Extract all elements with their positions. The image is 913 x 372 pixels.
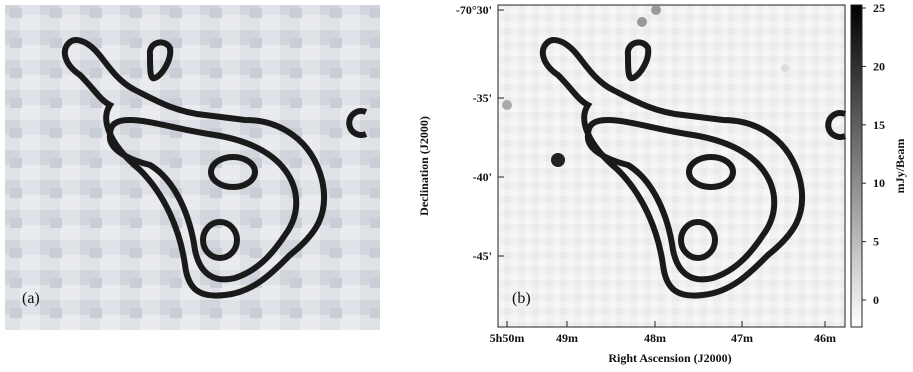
y-tick-label: -40' bbox=[473, 170, 492, 184]
colorbar bbox=[851, 5, 862, 327]
x-tick-label: 49m bbox=[556, 331, 578, 345]
colorbar-tick-label: 0 bbox=[873, 293, 879, 307]
colorbar-tick-label: 10 bbox=[873, 176, 885, 190]
panel-a: (a) bbox=[5, 5, 380, 330]
colorbar-title: mJy/Beam bbox=[893, 139, 907, 194]
x-tick-label: 48m bbox=[644, 331, 666, 345]
x-tick-label: 47m bbox=[731, 331, 753, 345]
source bbox=[637, 17, 647, 27]
x-axis-title: Right Ascension (J2000) bbox=[608, 351, 731, 365]
y-tick-label: -70°30' bbox=[456, 3, 492, 17]
y-axis-title: Declination (J2000) bbox=[417, 116, 431, 216]
panel-label: (a) bbox=[22, 290, 40, 307]
x-tick-label: 46m bbox=[814, 331, 836, 345]
source bbox=[551, 153, 565, 167]
panel-b: (b) Right Ascension (J2000) Declination … bbox=[417, 5, 907, 365]
panel-label: (b) bbox=[512, 290, 531, 307]
source bbox=[781, 64, 789, 72]
y-tick-label: -45' bbox=[473, 249, 492, 263]
figure: (a) (b) Right Ascension (J2000) Declinat… bbox=[0, 0, 913, 372]
source bbox=[502, 100, 512, 110]
source bbox=[651, 5, 661, 15]
colorbar-tick-label: 5 bbox=[873, 235, 879, 249]
y-tick-label: -35' bbox=[473, 91, 492, 105]
colorbar-tick-label: 25 bbox=[873, 1, 885, 15]
colorbar-tick-label: 20 bbox=[873, 59, 885, 73]
colorbar-tick-label: 15 bbox=[873, 118, 885, 132]
x-tick-label: 5h50m bbox=[490, 331, 525, 345]
